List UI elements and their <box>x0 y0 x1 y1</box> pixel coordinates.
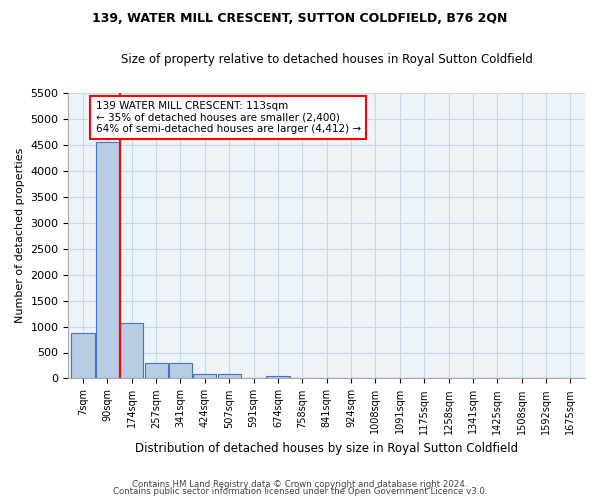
Bar <box>193 374 217 378</box>
X-axis label: Distribution of detached houses by size in Royal Sutton Coldfield: Distribution of detached houses by size … <box>135 442 518 455</box>
Title: Size of property relative to detached houses in Royal Sutton Coldfield: Size of property relative to detached ho… <box>121 52 533 66</box>
Bar <box>218 374 241 378</box>
Bar <box>96 142 119 378</box>
Bar <box>169 364 192 378</box>
Text: Contains HM Land Registry data © Crown copyright and database right 2024.: Contains HM Land Registry data © Crown c… <box>132 480 468 489</box>
Text: 139, WATER MILL CRESCENT, SUTTON COLDFIELD, B76 2QN: 139, WATER MILL CRESCENT, SUTTON COLDFIE… <box>92 12 508 26</box>
Text: Contains public sector information licensed under the Open Government Licence v3: Contains public sector information licen… <box>113 487 487 496</box>
Bar <box>145 364 168 378</box>
Y-axis label: Number of detached properties: Number of detached properties <box>15 148 25 324</box>
Bar <box>266 376 290 378</box>
Bar <box>120 324 143 378</box>
Text: 139 WATER MILL CRESCENT: 113sqm
← 35% of detached houses are smaller (2,400)
64%: 139 WATER MILL CRESCENT: 113sqm ← 35% of… <box>95 101 361 134</box>
Bar <box>71 333 95 378</box>
